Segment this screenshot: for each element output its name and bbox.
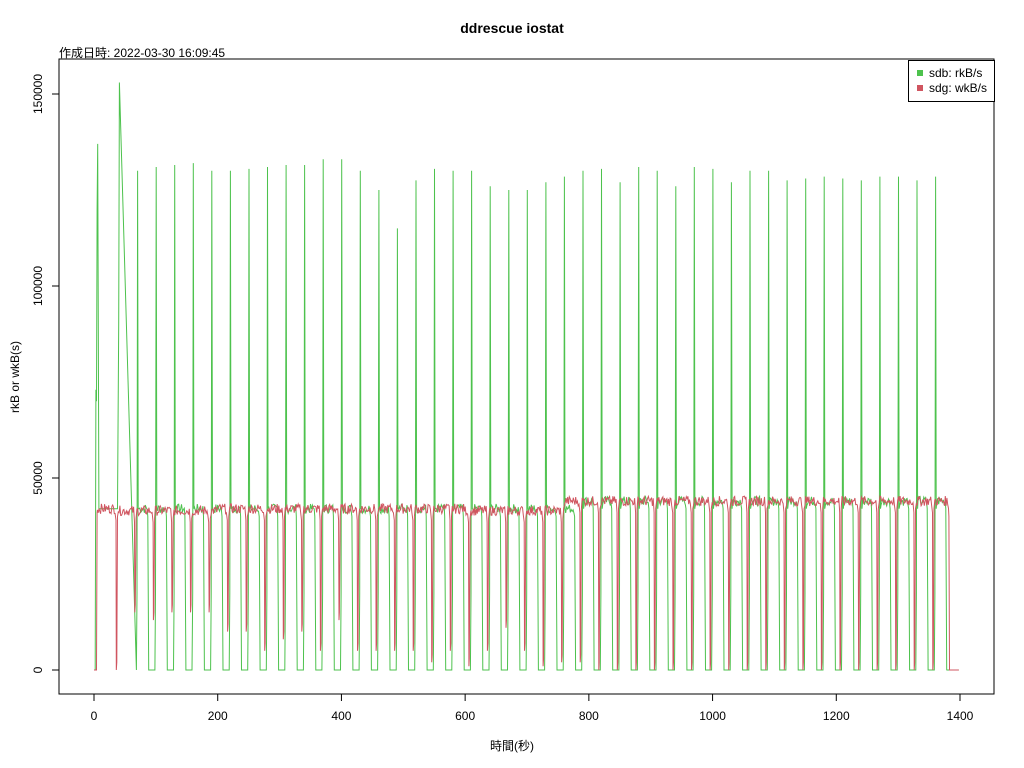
x-tick-label: 1200 bbox=[823, 709, 850, 723]
x-tick-label: 200 bbox=[208, 709, 228, 723]
x-tick-label: 600 bbox=[455, 709, 475, 723]
x-axis-label: 時間(秒) bbox=[490, 739, 534, 753]
legend-item-sdb: sdb: rkB/s bbox=[917, 66, 982, 81]
series-line-sdg bbox=[94, 494, 959, 671]
legend-label-sdg: sdg: wkB/s bbox=[929, 81, 988, 95]
chart-subtitle: 作成日時: 2022-03-30 16:09:45 bbox=[59, 46, 226, 60]
legend: sdb: rkB/s sdg: wkB/s bbox=[908, 60, 995, 102]
legend-swatch-sdg bbox=[917, 85, 923, 91]
y-tick-label: 100000 bbox=[31, 266, 45, 306]
legend-item-sdg: sdg: wkB/s bbox=[917, 81, 987, 96]
axes: 0 200 400 600 800 1000 1200 1400 0 50000 100000 150… bbox=[31, 74, 974, 723]
series-layer bbox=[94, 82, 959, 671]
x-tick-label: 0 bbox=[91, 709, 98, 723]
x-tick-label: 400 bbox=[331, 709, 351, 723]
y-tick-label: 150000 bbox=[31, 74, 45, 114]
x-tick-label: 800 bbox=[579, 709, 599, 723]
x-tick-label: 1400 bbox=[947, 709, 974, 723]
y-tick-label: 0 bbox=[31, 666, 45, 673]
x-tick-label: 1000 bbox=[699, 709, 726, 723]
legend-swatch-sdb bbox=[917, 70, 923, 76]
series-line-sdb bbox=[94, 82, 959, 671]
y-tick-label: 50000 bbox=[31, 461, 45, 495]
legend-label-sdb: sdb: rkB/s bbox=[929, 66, 983, 80]
chart-title: ddrescue iostat bbox=[460, 20, 564, 36]
